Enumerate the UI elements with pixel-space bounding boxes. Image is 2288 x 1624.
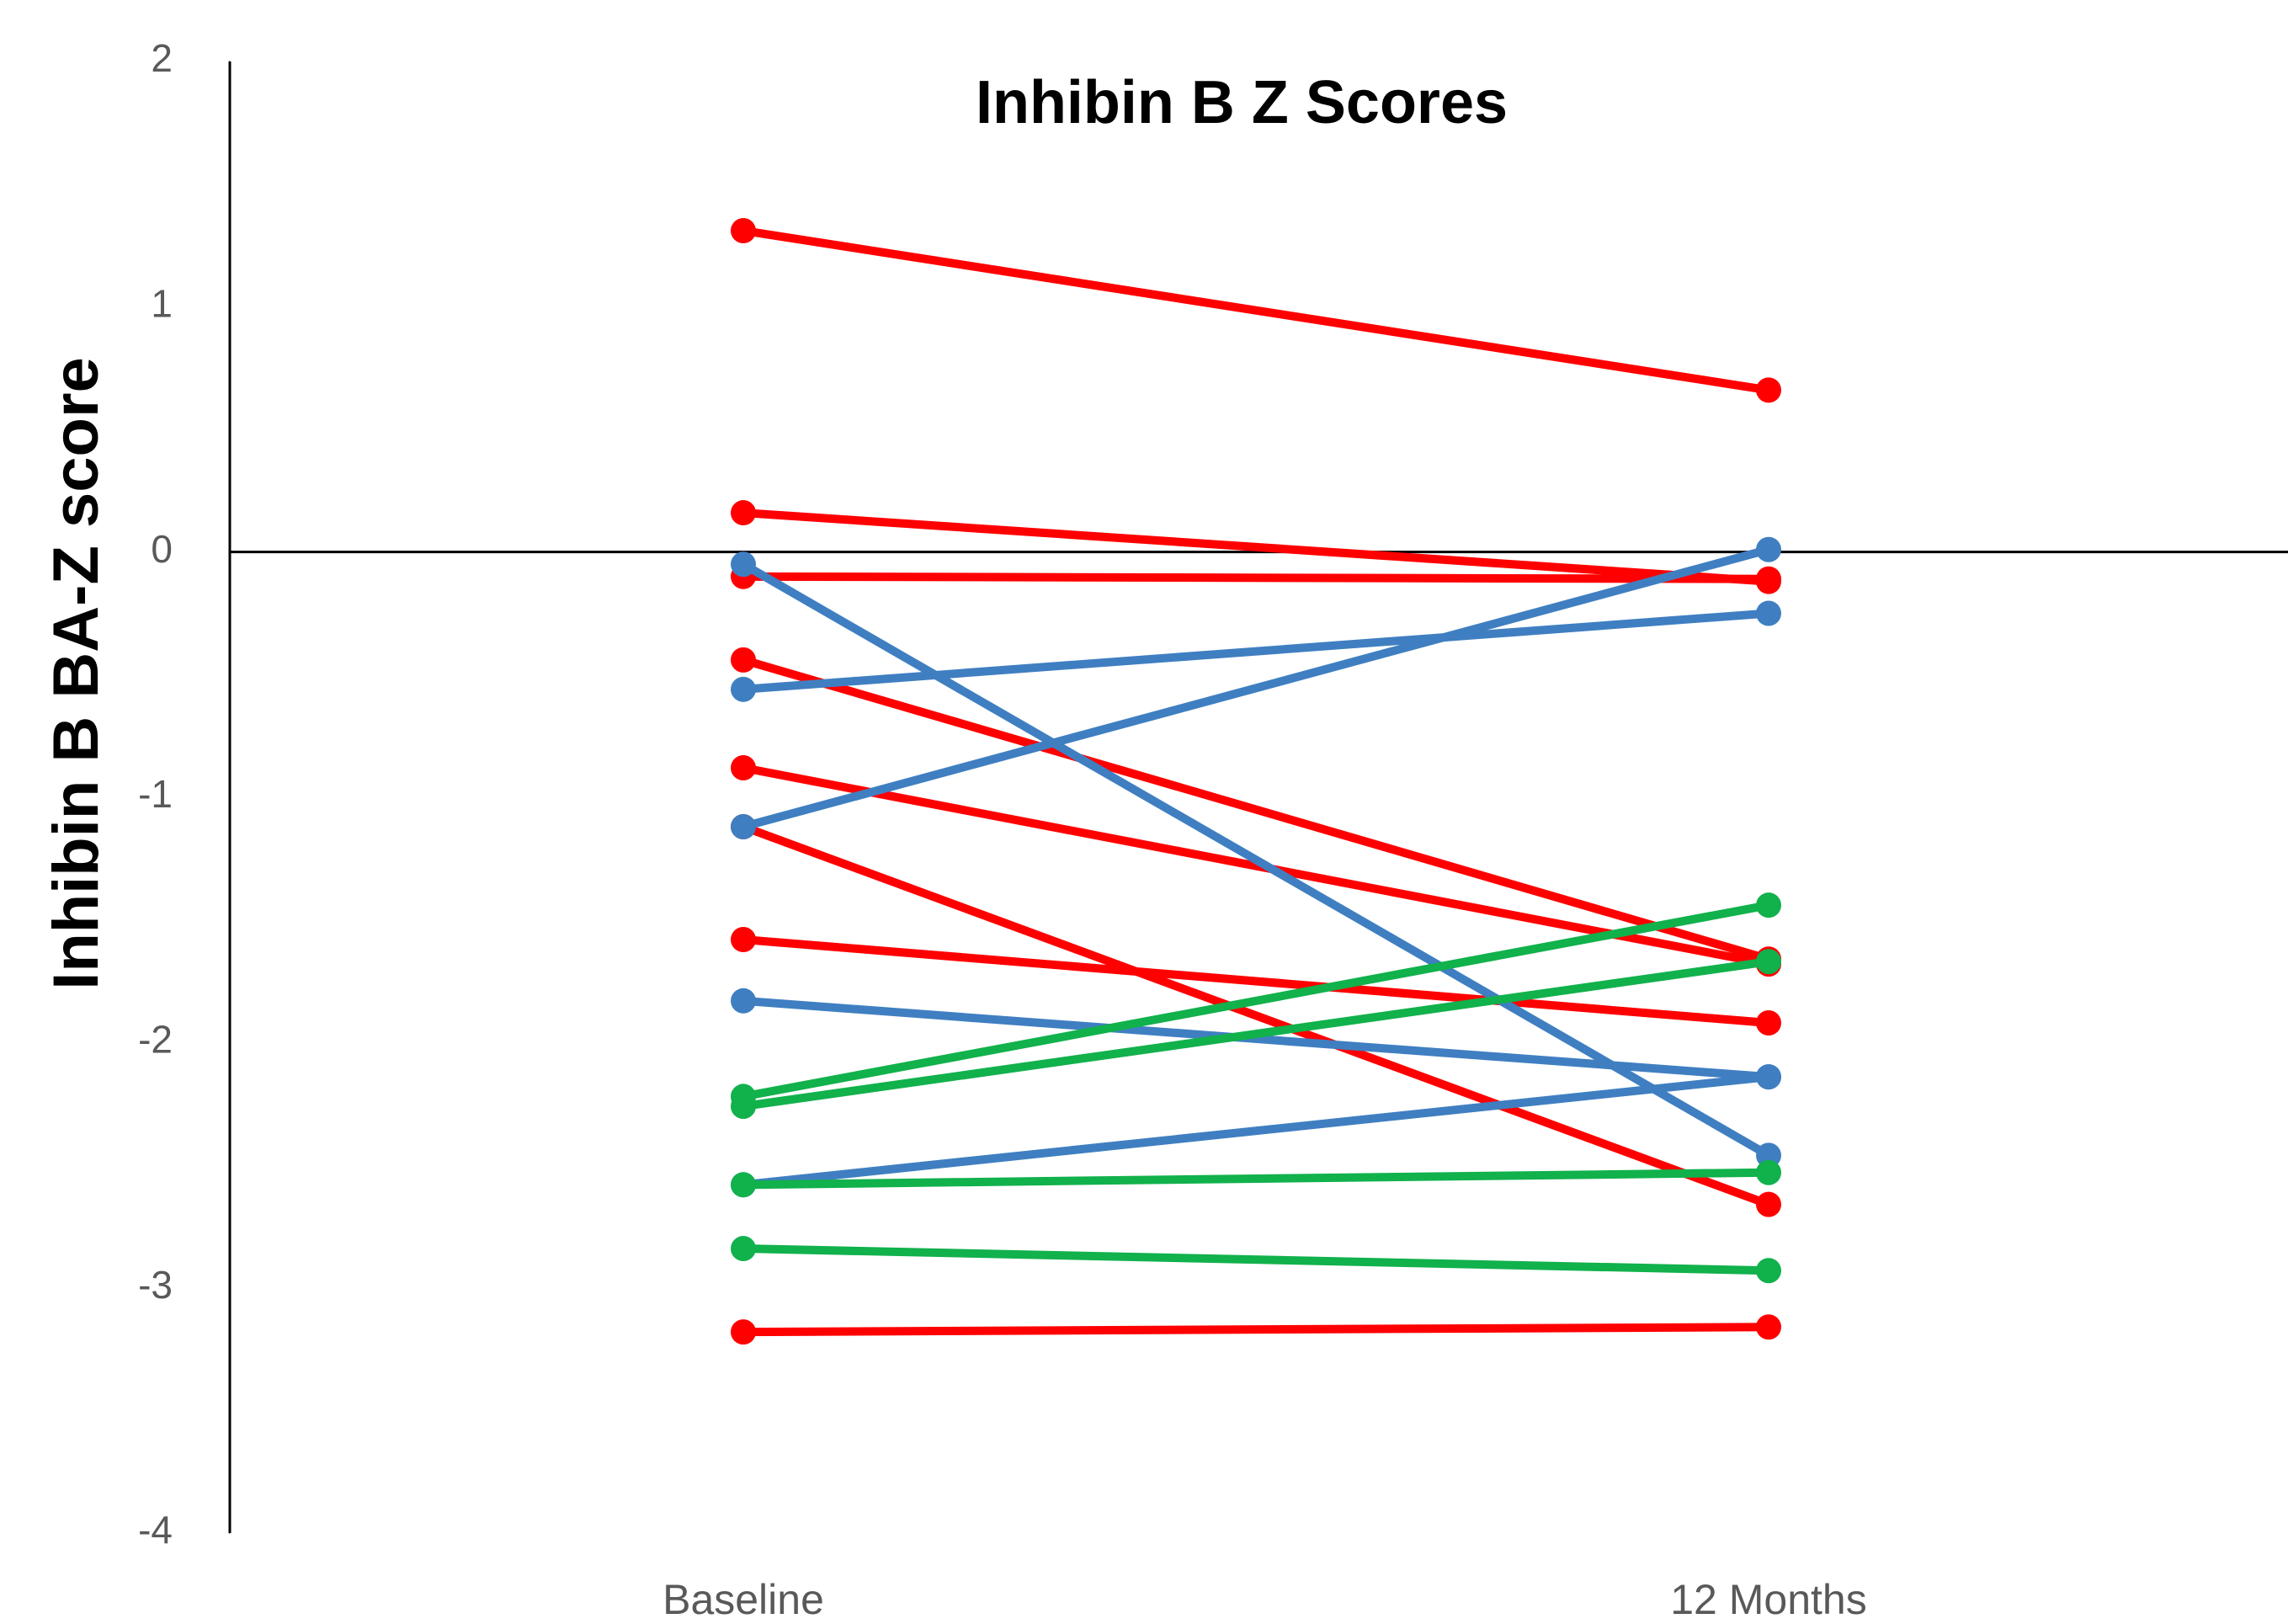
- series-line: [739, 560, 1773, 1160]
- series-line: [739, 1168, 1773, 1190]
- data-point: [1756, 1314, 1781, 1340]
- data-point: [731, 988, 756, 1014]
- data-point: [1756, 892, 1781, 918]
- data-point: [1756, 536, 1781, 562]
- series-line: [739, 655, 1773, 964]
- y-tick-label: -4: [138, 1508, 173, 1552]
- data-point: [731, 1094, 756, 1120]
- data-point: [731, 1172, 756, 1198]
- y-axis-label: Inhibin B BA-Z score: [40, 357, 112, 990]
- series-line: [739, 957, 1773, 1111]
- series-line: [739, 901, 1773, 1101]
- data-point: [731, 647, 756, 673]
- data-point: [731, 551, 756, 578]
- data-point: [731, 926, 756, 952]
- data-point: [1756, 1010, 1781, 1036]
- y-tick-label: 0: [151, 527, 173, 571]
- series-line: [739, 545, 1773, 831]
- series-line: [739, 1323, 1773, 1337]
- y-tick-label: -1: [138, 772, 173, 816]
- series-line: [739, 609, 1773, 694]
- y-tick-label: 2: [151, 36, 173, 80]
- x-tick-label: 12 Months: [1670, 1576, 1866, 1623]
- series-line: [739, 764, 1773, 969]
- series-line: [739, 1244, 1773, 1275]
- data-point: [731, 218, 756, 244]
- chart-title: Inhibin B Z Scores: [976, 69, 1508, 136]
- data-point: [1756, 600, 1781, 626]
- series-line: [739, 822, 1773, 1209]
- series-line: [739, 572, 1773, 583]
- series-line: [739, 1073, 1773, 1190]
- data-point: [731, 1319, 756, 1345]
- series-line: [739, 508, 1773, 586]
- data-point: [1756, 1064, 1781, 1090]
- data-point: [1756, 949, 1781, 975]
- data-point: [731, 676, 756, 702]
- data-point: [1756, 1191, 1781, 1217]
- data-point: [1756, 377, 1781, 403]
- x-tick-label: Baseline: [662, 1576, 824, 1623]
- y-tick-label: 1: [151, 281, 173, 325]
- data-point: [731, 813, 756, 839]
- data-point: [731, 755, 756, 781]
- data-point: [1756, 1159, 1781, 1185]
- data-point: [1756, 1258, 1781, 1284]
- series-line: [739, 226, 1773, 395]
- y-tick-label: -2: [138, 1017, 173, 1061]
- data-point: [731, 1236, 756, 1262]
- data-point: [731, 500, 756, 526]
- series-line: [739, 934, 1773, 1028]
- data-point: [1756, 566, 1781, 592]
- series-line: [739, 996, 1773, 1082]
- y-tick-label: -3: [138, 1263, 173, 1307]
